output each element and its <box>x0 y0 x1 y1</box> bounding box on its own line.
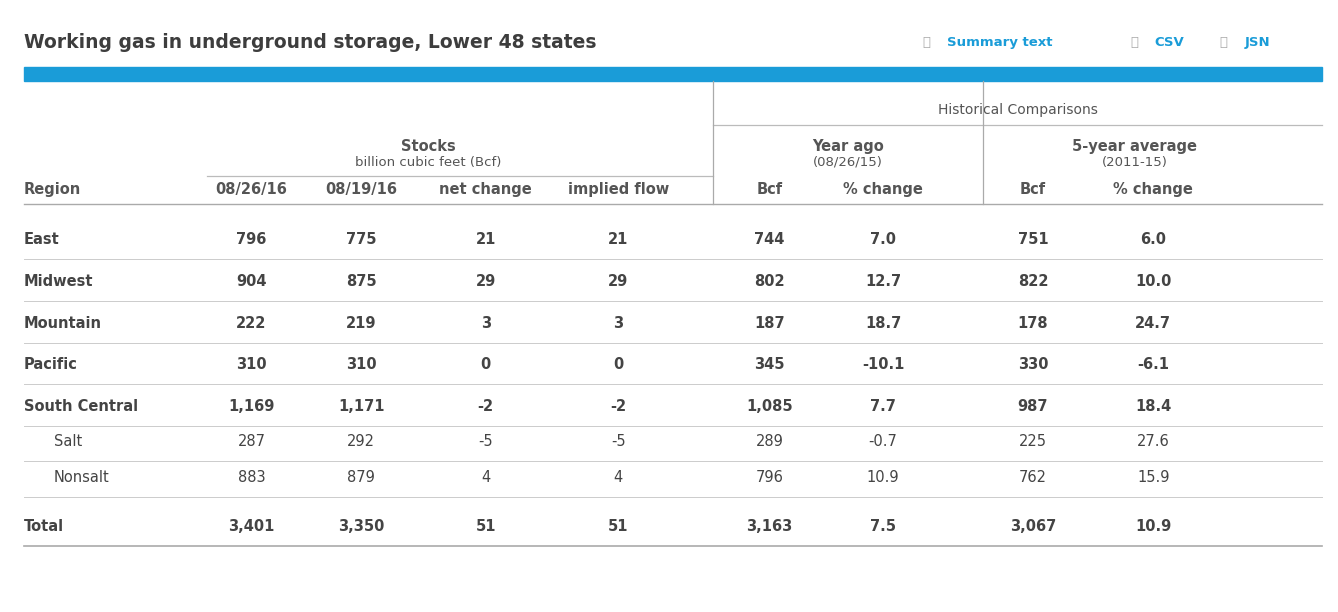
Text: East: East <box>24 233 60 247</box>
Text: 287: 287 <box>238 435 265 449</box>
Text: 4: 4 <box>614 470 622 485</box>
Text: Pacific: Pacific <box>24 357 78 372</box>
Text: 3: 3 <box>480 316 491 330</box>
Text: 219: 219 <box>347 316 376 330</box>
Text: billion cubic feet (Bcf): billion cubic feet (Bcf) <box>355 155 502 169</box>
Text: Region: Region <box>24 182 82 197</box>
Text: 330: 330 <box>1018 357 1048 372</box>
Text: (2011-15): (2011-15) <box>1101 155 1168 169</box>
Text: 🗋: 🗋 <box>923 36 935 50</box>
Text: Stocks: Stocks <box>401 140 455 154</box>
Text: 744: 744 <box>755 233 784 247</box>
Text: 21: 21 <box>475 233 496 247</box>
Text: 3,163: 3,163 <box>747 519 792 534</box>
Text: 6.0: 6.0 <box>1140 233 1167 247</box>
Text: 10.9: 10.9 <box>867 470 899 485</box>
Text: 3,350: 3,350 <box>339 519 384 534</box>
Text: Nonsalt: Nonsalt <box>54 470 110 485</box>
Text: 775: 775 <box>347 233 376 247</box>
Text: -2: -2 <box>478 399 494 414</box>
Text: Midwest: Midwest <box>24 274 94 289</box>
Text: 27.6: 27.6 <box>1137 435 1169 449</box>
Text: 225: 225 <box>1020 435 1046 449</box>
Text: -10.1: -10.1 <box>862 357 904 372</box>
Text: 08/26/16: 08/26/16 <box>215 182 288 197</box>
Text: 24.7: 24.7 <box>1136 316 1171 330</box>
Text: 29: 29 <box>607 274 629 289</box>
Text: 178: 178 <box>1018 316 1048 330</box>
Text: Bcf: Bcf <box>756 182 783 197</box>
Text: 762: 762 <box>1020 470 1046 485</box>
Text: Historical Comparisons: Historical Comparisons <box>938 103 1097 117</box>
Text: 751: 751 <box>1018 233 1048 247</box>
Text: 10.0: 10.0 <box>1135 274 1172 289</box>
Text: -2: -2 <box>610 399 626 414</box>
Text: 7.0: 7.0 <box>870 233 896 247</box>
Text: Year ago: Year ago <box>812 140 884 154</box>
Text: 5-year average: 5-year average <box>1072 140 1198 154</box>
Text: Summary text: Summary text <box>947 36 1053 50</box>
Text: 0: 0 <box>480 357 491 372</box>
Text: 15.9: 15.9 <box>1137 470 1169 485</box>
Text: 51: 51 <box>607 519 629 534</box>
Text: Bcf: Bcf <box>1020 182 1046 197</box>
Text: Working gas in underground storage, Lower 48 states: Working gas in underground storage, Lowe… <box>24 33 597 53</box>
Text: 222: 222 <box>237 316 266 330</box>
Text: -5: -5 <box>611 435 625 449</box>
Text: Salt: Salt <box>54 435 82 449</box>
Text: % change: % change <box>843 182 923 197</box>
Text: -0.7: -0.7 <box>868 435 898 449</box>
Text: 310: 310 <box>347 357 376 372</box>
Text: 3,067: 3,067 <box>1010 519 1056 534</box>
Text: 0: 0 <box>613 357 624 372</box>
Text: 3: 3 <box>613 316 624 330</box>
Text: 292: 292 <box>348 435 375 449</box>
Text: (08/26/15): (08/26/15) <box>814 155 883 169</box>
Text: 310: 310 <box>237 357 266 372</box>
Text: -5: -5 <box>479 435 492 449</box>
Text: 21: 21 <box>607 233 629 247</box>
Text: 18.4: 18.4 <box>1135 399 1172 414</box>
Text: % change: % change <box>1113 182 1193 197</box>
Text: 875: 875 <box>347 274 376 289</box>
Text: 12.7: 12.7 <box>866 274 900 289</box>
Text: implied flow: implied flow <box>567 182 669 197</box>
Text: 4: 4 <box>482 470 490 485</box>
Text: Mountain: Mountain <box>24 316 102 330</box>
Text: 10.9: 10.9 <box>1135 519 1172 534</box>
Text: -6.1: -6.1 <box>1137 357 1169 372</box>
Text: 3,401: 3,401 <box>229 519 274 534</box>
Text: 802: 802 <box>755 274 784 289</box>
Text: 7.5: 7.5 <box>870 519 896 534</box>
Text: 29: 29 <box>475 274 496 289</box>
Text: 796: 796 <box>237 233 266 247</box>
Text: 18.7: 18.7 <box>864 316 902 330</box>
Text: 796: 796 <box>756 470 783 485</box>
Text: 🗋: 🗋 <box>1220 36 1232 50</box>
Text: 987: 987 <box>1018 399 1048 414</box>
Text: 345: 345 <box>755 357 784 372</box>
Text: 879: 879 <box>348 470 375 485</box>
Text: 🗋: 🗋 <box>1131 36 1143 50</box>
Text: 187: 187 <box>755 316 784 330</box>
Text: 1,171: 1,171 <box>339 399 384 414</box>
Text: 7.7: 7.7 <box>870 399 896 414</box>
Text: 904: 904 <box>237 274 266 289</box>
Text: net change: net change <box>439 182 533 197</box>
Text: 1,085: 1,085 <box>747 399 792 414</box>
Text: South Central: South Central <box>24 399 138 414</box>
Text: CSV: CSV <box>1155 36 1184 50</box>
Text: 08/19/16: 08/19/16 <box>325 182 397 197</box>
Text: 289: 289 <box>756 435 783 449</box>
Text: 822: 822 <box>1018 274 1048 289</box>
Text: 1,169: 1,169 <box>229 399 274 414</box>
Text: 51: 51 <box>475 519 496 534</box>
Text: Total: Total <box>24 519 64 534</box>
Text: 883: 883 <box>238 470 265 485</box>
Text: JSN: JSN <box>1244 36 1270 50</box>
